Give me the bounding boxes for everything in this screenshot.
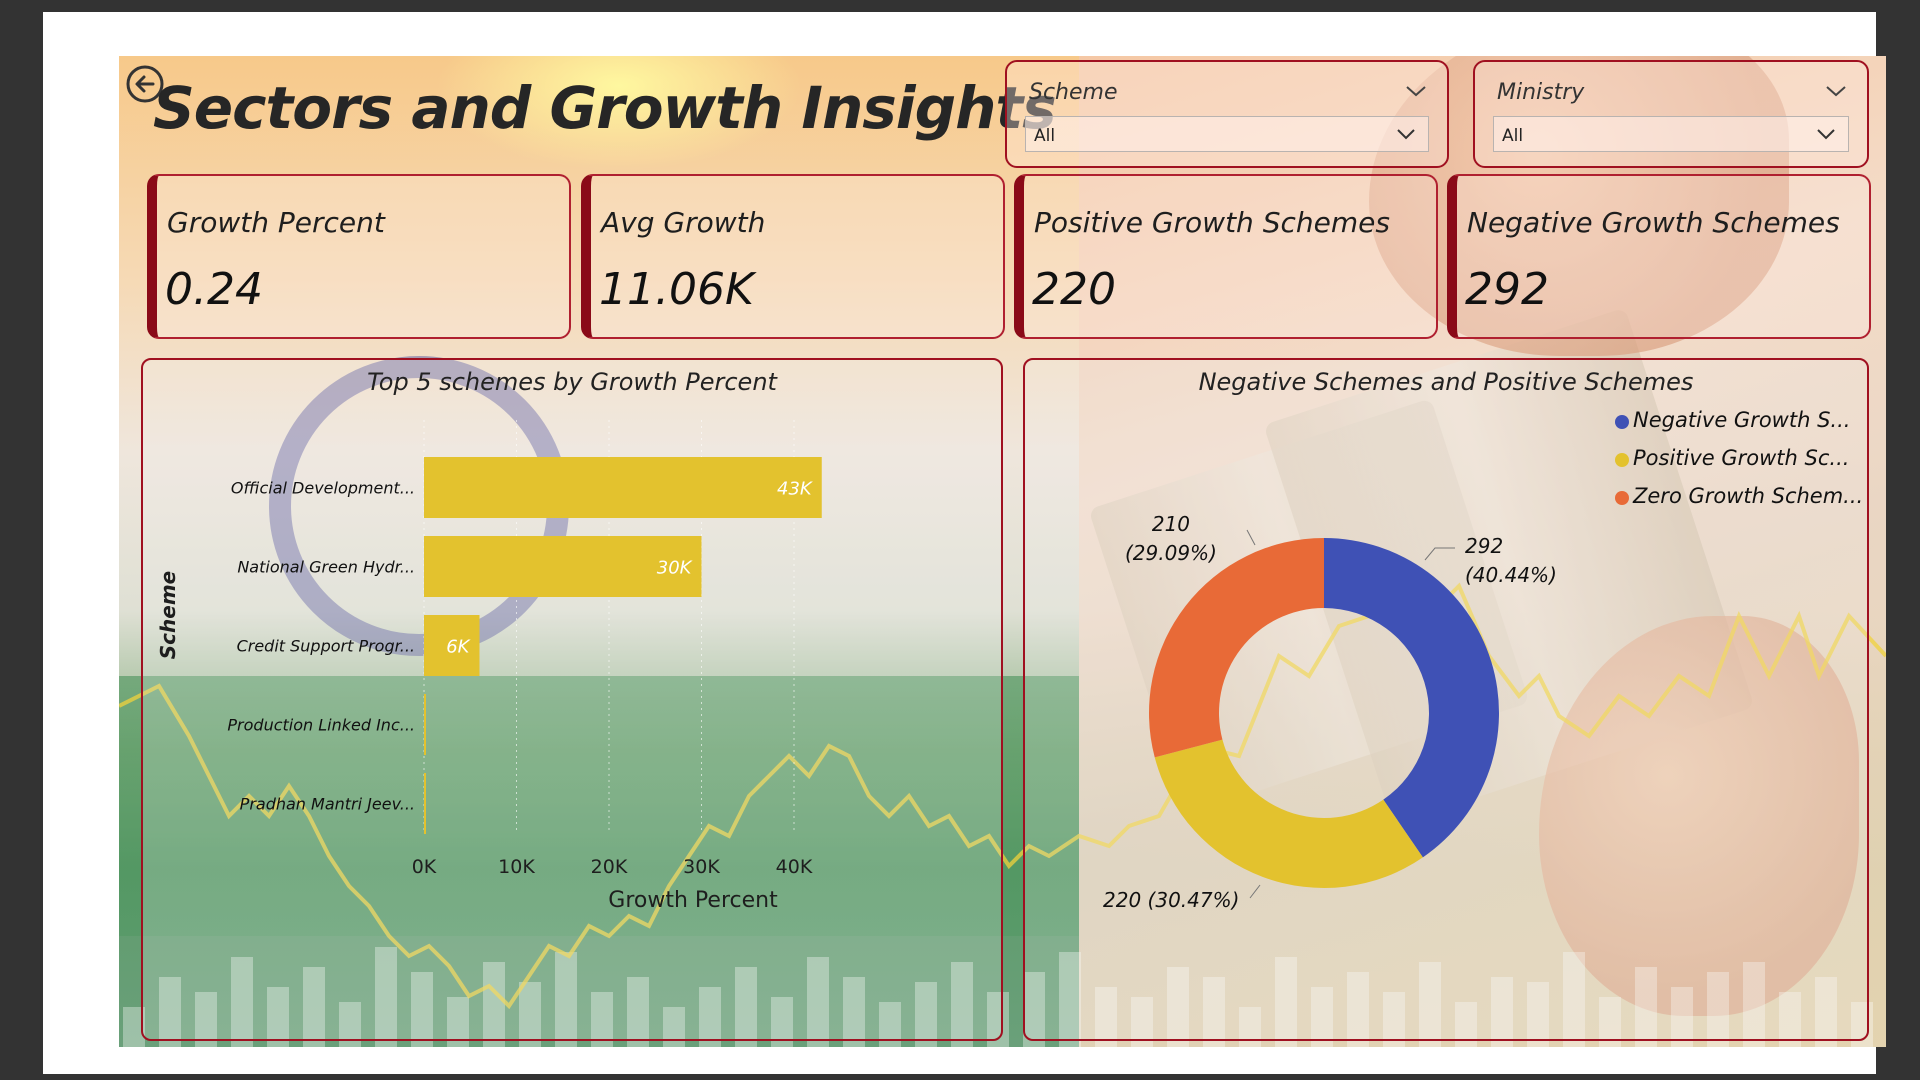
background-volume-bar — [1239, 1007, 1261, 1047]
slice-value: 292 — [1465, 534, 1504, 558]
leader-line — [1249, 884, 1261, 899]
background-volume-bar — [123, 1007, 145, 1047]
chevron-down-icon[interactable] — [1396, 128, 1416, 140]
report-frame: Sectors and Growth Insights Scheme All M… — [43, 12, 1886, 1074]
kpi-value: 11.06K — [599, 264, 754, 315]
category-label: Official Development... — [231, 479, 415, 498]
background-volume-bar — [879, 1002, 901, 1047]
kpi-value: 0.24 — [165, 264, 263, 315]
top5-schemes-bar-chart[interactable]: Top 5 schemes by Growth Percent 0K 10K 20K… — [141, 358, 1003, 1041]
background-volume-bar — [339, 1002, 361, 1047]
scheme-slicer[interactable]: Scheme All — [1005, 60, 1449, 168]
chart-title: Negative Schemes and Positive Schemes — [1198, 368, 1694, 396]
slice-percent: (30.47%) — [1147, 888, 1240, 912]
kpi-card-growth-percent: Growth Percent 0.24 — [147, 174, 571, 339]
chevron-down-icon[interactable] — [1825, 84, 1847, 98]
background-volume-bar — [1599, 997, 1621, 1047]
chevron-down-icon[interactable] — [1405, 84, 1427, 98]
kpi-value: 292 — [1465, 264, 1549, 315]
category-label: National Green Hydr... — [237, 558, 415, 577]
ministry-slicer-label: Ministry — [1497, 80, 1585, 105]
x-axis-label: Growth Percent — [608, 888, 778, 913]
legend-marker — [1615, 415, 1629, 429]
report-canvas: Sectors and Growth Insights Scheme All M… — [119, 56, 1886, 1047]
scheme-slicer-label: Scheme — [1029, 80, 1118, 105]
kpi-label: Avg Growth — [601, 206, 766, 239]
bar[interactable] — [424, 773, 426, 834]
x-tick-label: 0K — [412, 856, 437, 878]
slice-label-positive: 220 (30.47%) — [1103, 886, 1239, 915]
category-label: Production Linked Inc... — [227, 716, 415, 735]
x-tick-label: 30K — [683, 856, 720, 878]
bar-data-label: 6K — [446, 637, 470, 658]
slice-value: 220 — [1103, 888, 1142, 912]
back-arrow-icon[interactable] — [125, 64, 165, 104]
slice-value: 210 — [1151, 512, 1191, 536]
legend-label: Positive Growth Sc... — [1633, 446, 1850, 470]
chart-title: Top 5 schemes by Growth Percent — [367, 368, 777, 396]
background-volume-bar — [663, 1007, 685, 1047]
x-tick-label: 40K — [776, 856, 813, 878]
background-volume-bar — [771, 997, 793, 1047]
kpi-label: Growth Percent — [167, 206, 385, 239]
bar[interactable] — [424, 536, 702, 597]
bar-data-label: 43K — [777, 479, 813, 500]
kpi-label: Negative Growth Schemes — [1467, 206, 1840, 239]
x-tick-label: 20K — [591, 856, 628, 878]
ministry-dropdown[interactable]: All — [1493, 116, 1849, 152]
leader-line — [1246, 529, 1256, 546]
slice-percent: (29.09%) — [1125, 541, 1217, 565]
y-axis-label: Scheme — [156, 571, 180, 659]
chevron-down-icon[interactable] — [1816, 128, 1836, 140]
scheme-dropdown[interactable]: All — [1025, 116, 1429, 152]
background-volume-bar — [1131, 997, 1153, 1047]
background-volume-bar — [1455, 1002, 1477, 1047]
category-label: Pradhan Mantri Jeev... — [240, 795, 415, 814]
kpi-card-negative-growth-schemes: Negative Growth Schemes 292 — [1447, 174, 1871, 339]
legend-marker — [1615, 453, 1629, 467]
legend-marker — [1615, 491, 1629, 505]
kpi-value: 220 — [1032, 264, 1116, 315]
kpi-label: Positive Growth Schemes — [1034, 206, 1390, 239]
leader-line — [1424, 547, 1455, 561]
bar[interactable] — [424, 694, 426, 755]
donut-slice[interactable] — [1149, 538, 1324, 758]
x-tick-label: 10K — [498, 856, 535, 878]
bar[interactable] — [424, 457, 822, 518]
bar-data-label: 30K — [657, 558, 693, 579]
donut-slice[interactable] — [1324, 538, 1499, 858]
scheme-selected-value: All — [1034, 126, 1056, 146]
negative-positive-donut-chart[interactable]: Negative Schemes and Positive Schemes Ne… — [1023, 358, 1869, 1041]
category-label: Credit Support Progr... — [237, 637, 415, 656]
ministry-slicer[interactable]: Ministry All — [1473, 60, 1869, 168]
bar-chart-plot: 0K 10K 20K 30K 40K Official Development... 43K… — [156, 420, 822, 913]
background-hand — [1369, 56, 1789, 356]
kpi-card-avg-growth: Avg Growth 11.06K — [581, 174, 1005, 339]
bar[interactable] — [424, 615, 480, 676]
legend-label: Zero Growth Schem... — [1633, 484, 1864, 508]
donut-chart-plot — [1149, 529, 1499, 899]
slice-label-negative: 292 (40.44%) — [1465, 532, 1557, 590]
kpi-card-positive-growth-schemes: Positive Growth Schemes 220 — [1014, 174, 1438, 339]
page-title: Sectors and Growth Insights — [153, 74, 1057, 142]
slice-label-zero: 210 (29.09%) — [1125, 510, 1217, 568]
ministry-selected-value: All — [1502, 126, 1524, 146]
background-volume-bar — [447, 997, 469, 1047]
donut-slice[interactable] — [1154, 739, 1423, 889]
slice-percent: (40.44%) — [1465, 563, 1557, 587]
legend-label: Negative Growth S... — [1633, 408, 1851, 432]
